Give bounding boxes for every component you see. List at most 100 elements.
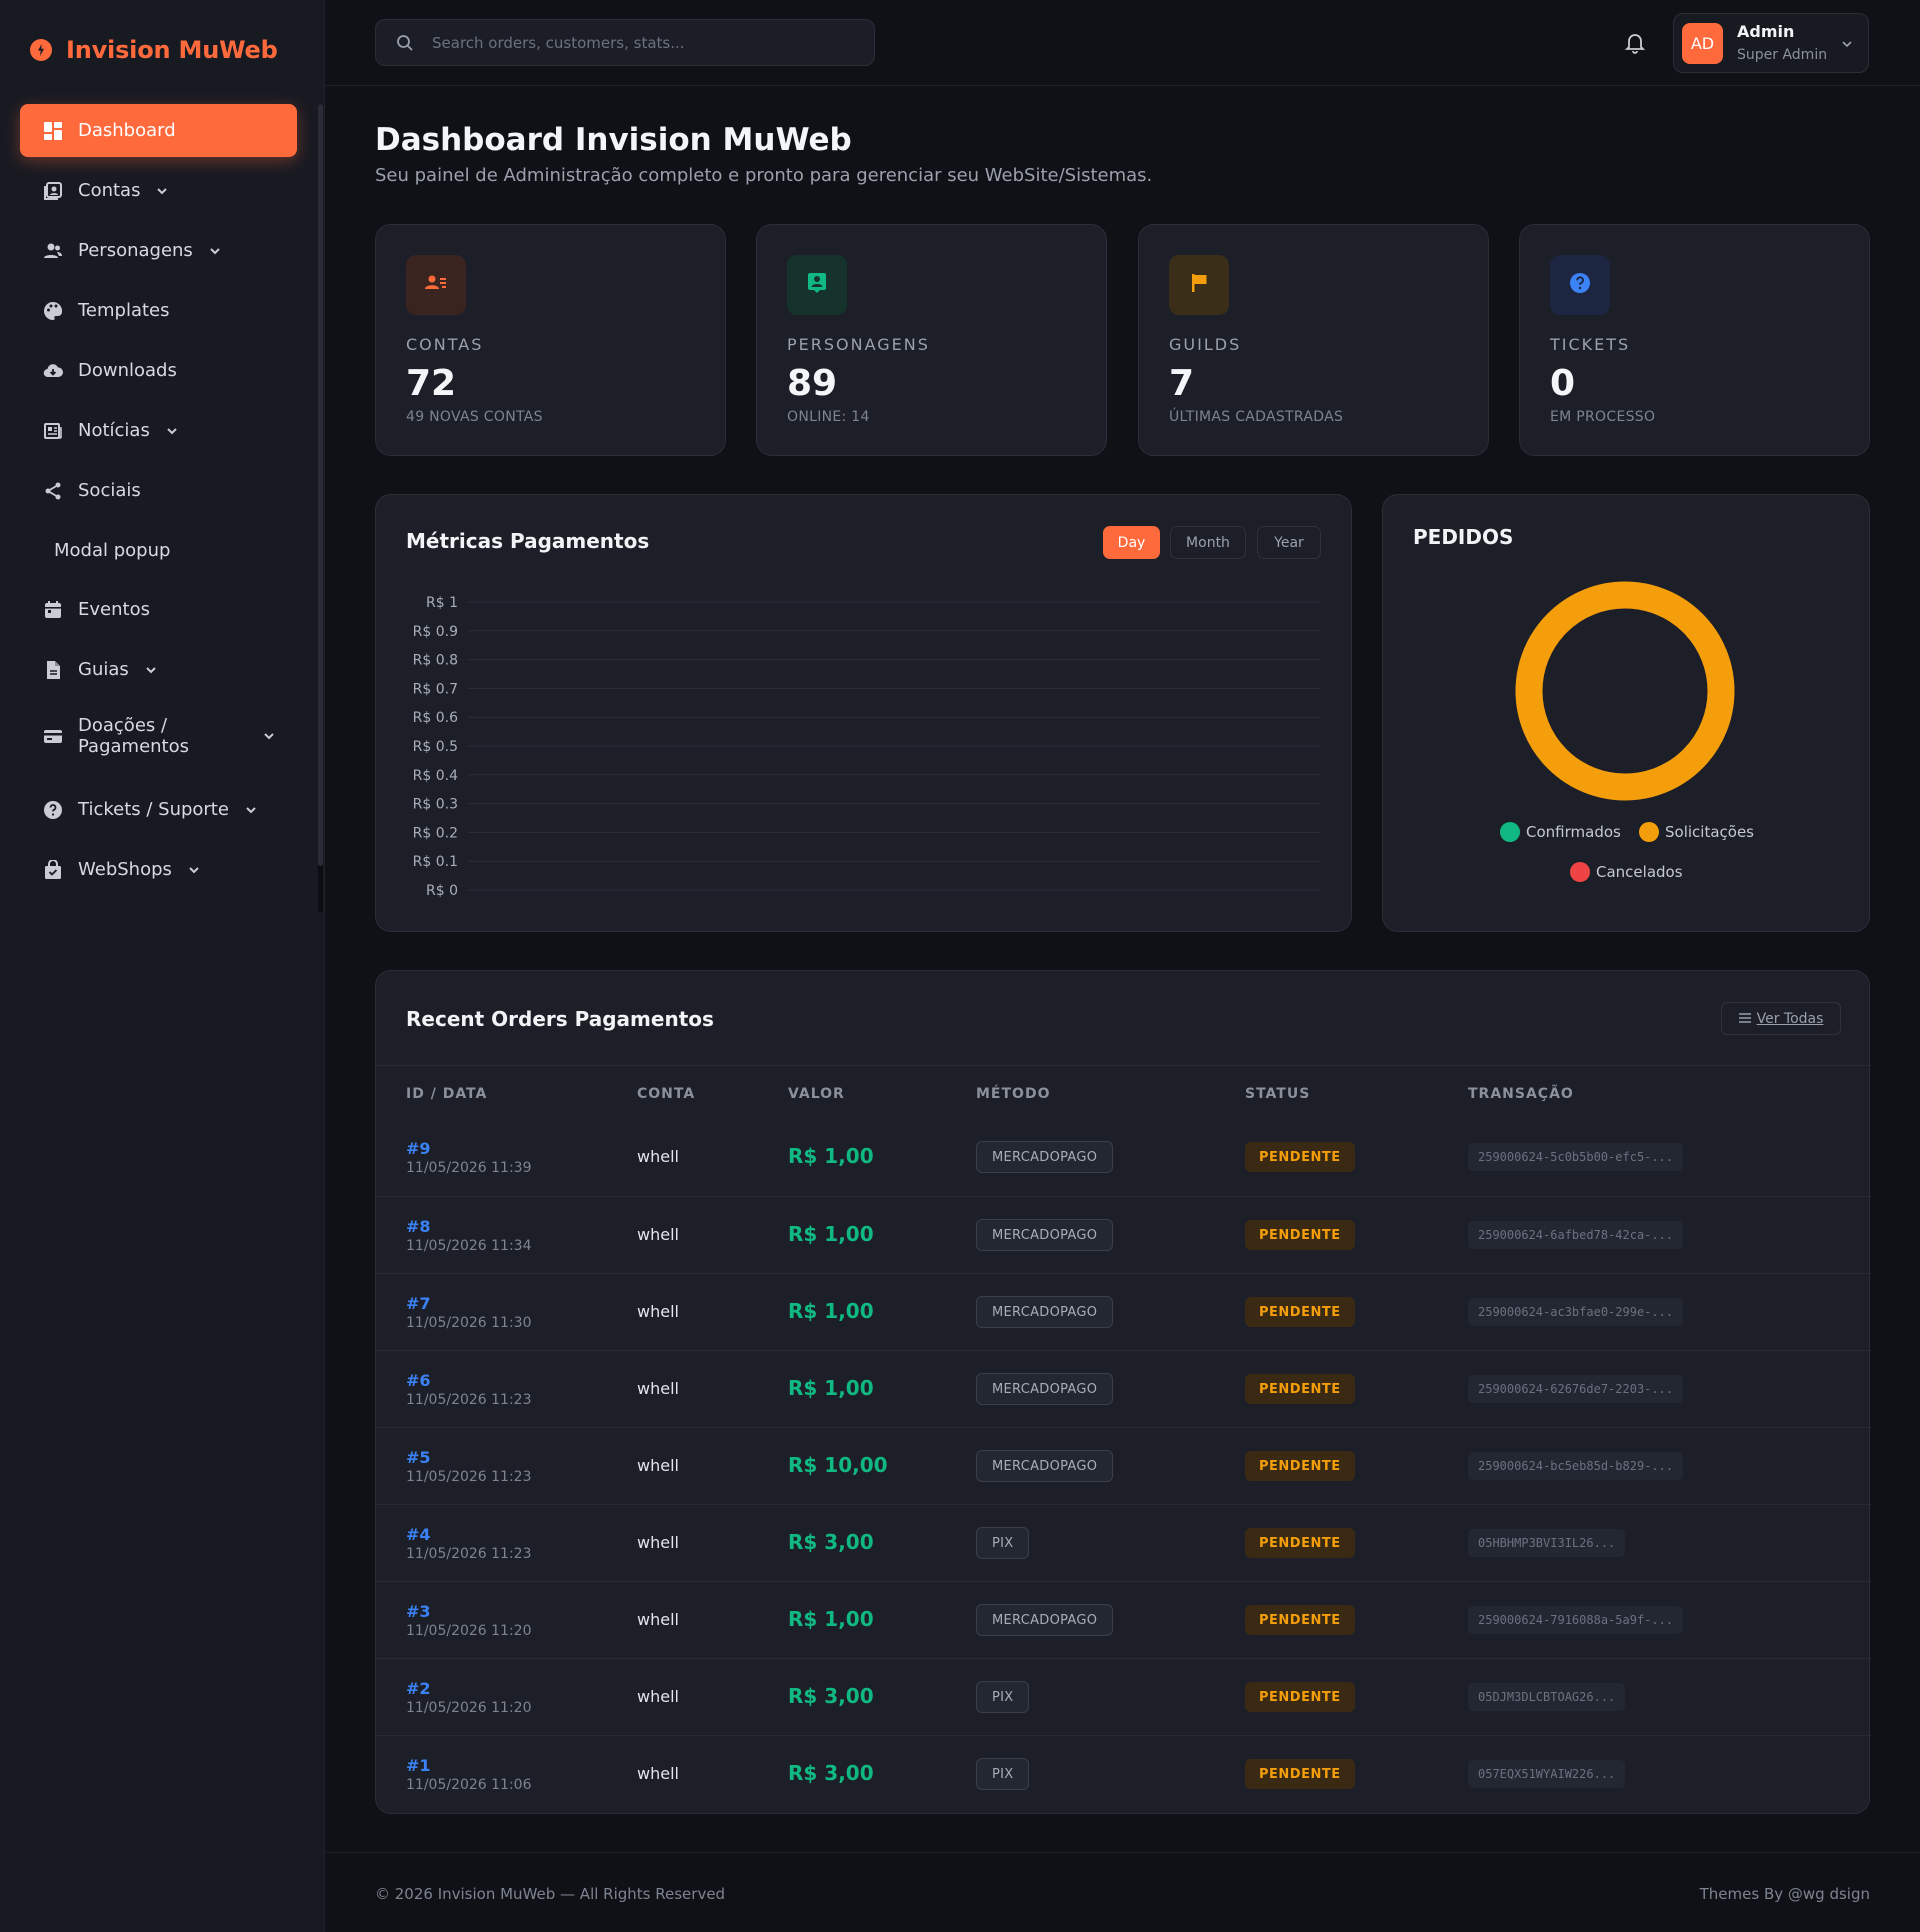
table-row[interactable]: #3 11/05/2026 11:20 whell R$ 1,00 MERCADOPAG… (376, 1581, 1871, 1658)
page-subtitle: Seu painel de Administração completo e p… (375, 165, 1153, 186)
order-amount: R$ 1,00 (788, 1144, 874, 1168)
order-id-link[interactable]: #3 (406, 1602, 431, 1621)
y-tick-label: R$ 0.3 (413, 797, 458, 813)
view-all-button[interactable]: Ver Todas (1721, 1002, 1841, 1035)
notifications-bell-icon[interactable] (1623, 30, 1647, 54)
table-row[interactable]: #2 11/05/2026 11:20 whell R$ 3,00 PIX PENDENT… (376, 1658, 1871, 1735)
contacts-icon (424, 271, 448, 299)
user-role: Super Admin (1737, 47, 1828, 63)
order-id-link[interactable]: #5 (406, 1448, 431, 1467)
table-row[interactable]: #1 11/05/2026 11:06 whell R$ 3,00 PIX PENDENT… (376, 1735, 1871, 1812)
order-amount: R$ 1,00 (788, 1299, 874, 1323)
order-id-link[interactable]: #9 (406, 1139, 431, 1158)
sidebar-item-modal-popup[interactable]: Modal popup (20, 524, 297, 577)
order-id-link[interactable]: #1 (406, 1756, 431, 1775)
order-id-link[interactable]: #6 (406, 1371, 431, 1390)
sidebar-item-templates[interactable]: Templates (20, 284, 297, 337)
y-tick-label: R$ 0.8 (413, 653, 458, 669)
sidebar-item-tickets-suporte[interactable]: Tickets / Suporte (20, 783, 297, 836)
tab-month[interactable]: Month (1170, 526, 1246, 559)
order-id-link[interactable]: #7 (406, 1294, 431, 1313)
legend-confirmados[interactable]: Confirmados (1500, 822, 1621, 842)
order-amount: R$ 10,00 (788, 1453, 888, 1477)
stat-card-guilds: GUILDS 7 ÚLTIMAS CADASTRADAS (1138, 224, 1489, 456)
transaction-id: 259000624-7916088a-5a9f-... (1468, 1606, 1684, 1634)
order-account: whell (637, 1147, 679, 1166)
legend-dot (1570, 862, 1590, 882)
order-date: 11/05/2026 11:20 (406, 1623, 532, 1639)
payment-method-badge: PIX (976, 1758, 1030, 1790)
table-row[interactable]: #5 11/05/2026 11:23 whell R$ 10,00 MERCADOPA… (376, 1427, 1871, 1504)
transaction-id: 259000624-bc5eb85d-b829-... (1468, 1452, 1684, 1480)
order-account: whell (637, 1379, 679, 1398)
search-bar[interactable] (375, 19, 875, 66)
user-name: Admin (1737, 22, 1795, 41)
sidebar-item-guias[interactable]: Guias (20, 643, 297, 696)
stat-foot: EM PROCESSO (1550, 409, 1656, 425)
table-row[interactable]: #6 11/05/2026 11:23 whell R$ 1,00 MERCADOPAG… (376, 1350, 1871, 1427)
stat-icon-box (1169, 255, 1229, 315)
sidebar-item-downloads[interactable]: Downloads (20, 344, 297, 397)
legend-dot (1500, 822, 1520, 842)
payment-method-badge: MERCADOPAGO (976, 1296, 1114, 1328)
sidebar-item-dashboard[interactable]: Dashboard (20, 104, 297, 157)
order-id-link[interactable]: #4 (406, 1525, 431, 1544)
stat-label: CONTAS (406, 335, 484, 354)
legend-label: Cancelados (1596, 863, 1683, 881)
sidebar-item-label: Sociais (78, 480, 141, 501)
stat-value: 0 (1550, 363, 1576, 404)
order-account: whell (637, 1456, 679, 1475)
user-menu[interactable]: AD Admin Super Admin (1673, 13, 1869, 73)
sidebar-item-webshops[interactable]: WebShops (20, 843, 297, 896)
y-tick-label: R$ 0.9 (413, 624, 458, 640)
order-id-link[interactable]: #2 (406, 1679, 431, 1698)
legend-cancelados[interactable]: Cancelados (1570, 862, 1683, 882)
sidebar-item-eventos[interactable]: Eventos (20, 583, 297, 636)
pedidos-card: PEDIDOS Confirmados Solicitações Cancela… (1382, 494, 1870, 932)
legend-solicitacoes[interactable]: Solicitações (1639, 822, 1754, 842)
status-badge: PENDENTE (1245, 1374, 1355, 1404)
table-row[interactable]: #8 11/05/2026 11:34 whell R$ 1,00 MERCADOPAG… (376, 1196, 1871, 1273)
order-account: whell (637, 1533, 679, 1552)
search-input[interactable] (432, 33, 852, 52)
stat-label: TICKETS (1550, 335, 1631, 354)
pedidos-donut-chart (1515, 581, 1735, 801)
shopping-bag-icon (42, 859, 64, 881)
sidebar-scrollbar[interactable] (318, 104, 323, 866)
sidebar-item-contas[interactable]: Contas (20, 164, 297, 217)
column-header-transacao: TRANSAÇÃO (1468, 1086, 1574, 1102)
stat-foot: 49 NOVAS CONTAS (406, 409, 543, 425)
status-badge: PENDENTE (1245, 1142, 1355, 1172)
status-badge: PENDENTE (1245, 1682, 1355, 1712)
order-date: 11/05/2026 11:34 (406, 1238, 532, 1254)
stat-value: 89 (787, 363, 838, 404)
avatar: AD (1682, 23, 1723, 64)
column-header-conta: CONTA (637, 1086, 696, 1102)
order-date: 11/05/2026 11:23 (406, 1392, 532, 1408)
transaction-id: 259000624-5c0b5b00-efc5-... (1468, 1143, 1684, 1171)
sidebar-item-label: Notícias (78, 420, 150, 441)
order-account: whell (637, 1225, 679, 1244)
chevron-down-icon (243, 802, 259, 818)
question-icon (1568, 271, 1592, 299)
status-badge: PENDENTE (1245, 1605, 1355, 1635)
tab-year[interactable]: Year (1257, 526, 1321, 559)
table-row[interactable]: #7 11/05/2026 11:30 whell R$ 1,00 MERCADOPAG… (376, 1273, 1871, 1350)
stat-value: 7 (1169, 363, 1195, 404)
table-row[interactable]: #9 11/05/2026 11:39 whell R$ 1,00 MERCADOPAG… (376, 1119, 1871, 1196)
tab-day[interactable]: Day (1103, 526, 1160, 559)
y-tick-label: R$ 0.2 (413, 825, 458, 841)
list-icon (1738, 1011, 1751, 1027)
order-account: whell (637, 1687, 679, 1706)
topbar: AD Admin Super Admin (325, 0, 1920, 86)
sidebar-item-personagens[interactable]: Personagens (20, 224, 297, 277)
sidebar-item-label: Dashboard (78, 120, 176, 141)
sidebar-item-doacoes-pagamentos[interactable]: Doações / Pagamentos (20, 703, 297, 769)
sidebar-item-sociais[interactable]: Sociais (20, 464, 297, 517)
sidebar-item-noticias[interactable]: Notícias (20, 404, 297, 457)
order-id-link[interactable]: #8 (406, 1217, 431, 1236)
column-header-id-data: ID / DATA (406, 1086, 488, 1102)
table-row[interactable]: #4 11/05/2026 11:23 whell R$ 3,00 PIX PENDENT… (376, 1504, 1871, 1581)
brand[interactable]: Invision MuWeb (30, 36, 278, 64)
payment-method-badge: MERCADOPAGO (976, 1373, 1114, 1405)
